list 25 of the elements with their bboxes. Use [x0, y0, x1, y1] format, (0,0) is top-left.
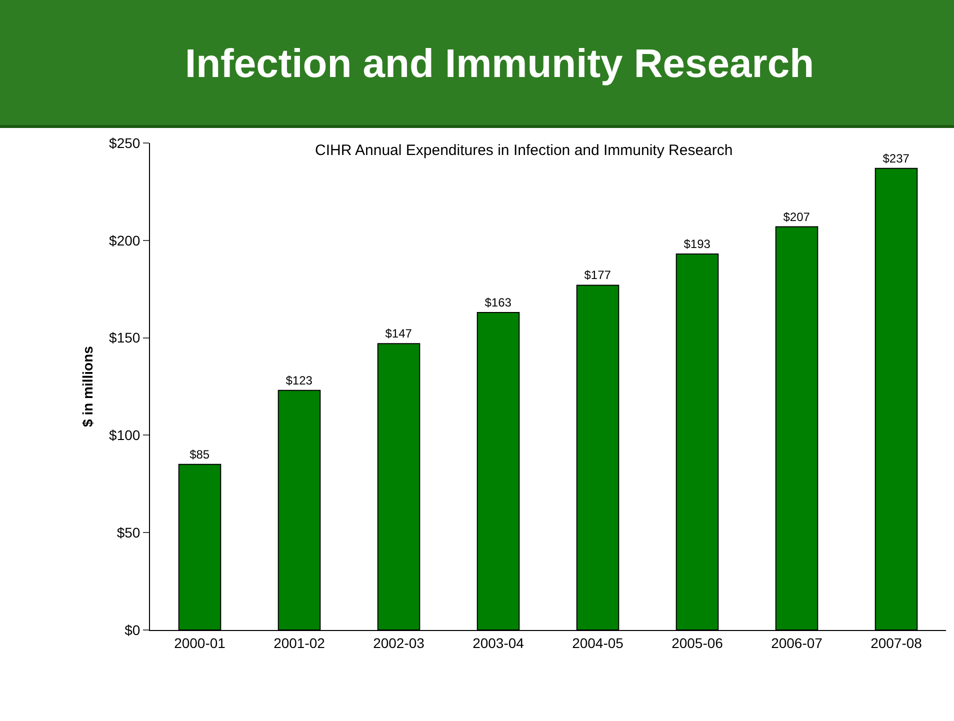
data-label: $85 — [190, 447, 210, 462]
data-label: $207 — [783, 210, 810, 224]
y-tick-label: $50 — [116, 524, 140, 540]
data-label: $147 — [385, 326, 412, 341]
y-tick-label: $150 — [109, 330, 140, 346]
data-label: $237 — [882, 151, 910, 166]
x-tick-label: 2004-05 — [572, 634, 624, 651]
chart-title: Infection and Immunity Research — [185, 42, 814, 87]
x-tick-label: 2001-02 — [274, 634, 326, 651]
x-tick-label: 2000-01 — [174, 634, 226, 651]
data-label: $177 — [584, 268, 612, 282]
data-label: $193 — [684, 237, 711, 252]
x-tick-label: 2007-08 — [870, 634, 922, 651]
x-tick-label: 2003-04 — [472, 634, 524, 651]
data-label: $123 — [286, 373, 313, 388]
y-tick-label: $100 — [109, 427, 140, 444]
data-label: $163 — [484, 295, 512, 310]
x-tick-label: 2006-07 — [771, 634, 823, 651]
x-tick-label: 2002-03 — [373, 634, 425, 651]
y-tick-label: $0 — [124, 622, 140, 638]
y-axis-title: $ in millions — [80, 346, 96, 427]
x-tick-label: 2005-06 — [672, 634, 724, 651]
y-tick-label: $250 — [109, 134, 140, 151]
chart-subtitle: CIHR Annual Expenditures in Infection and Immunity Research — [315, 142, 733, 159]
y-tick-label: $200 — [109, 232, 140, 248]
